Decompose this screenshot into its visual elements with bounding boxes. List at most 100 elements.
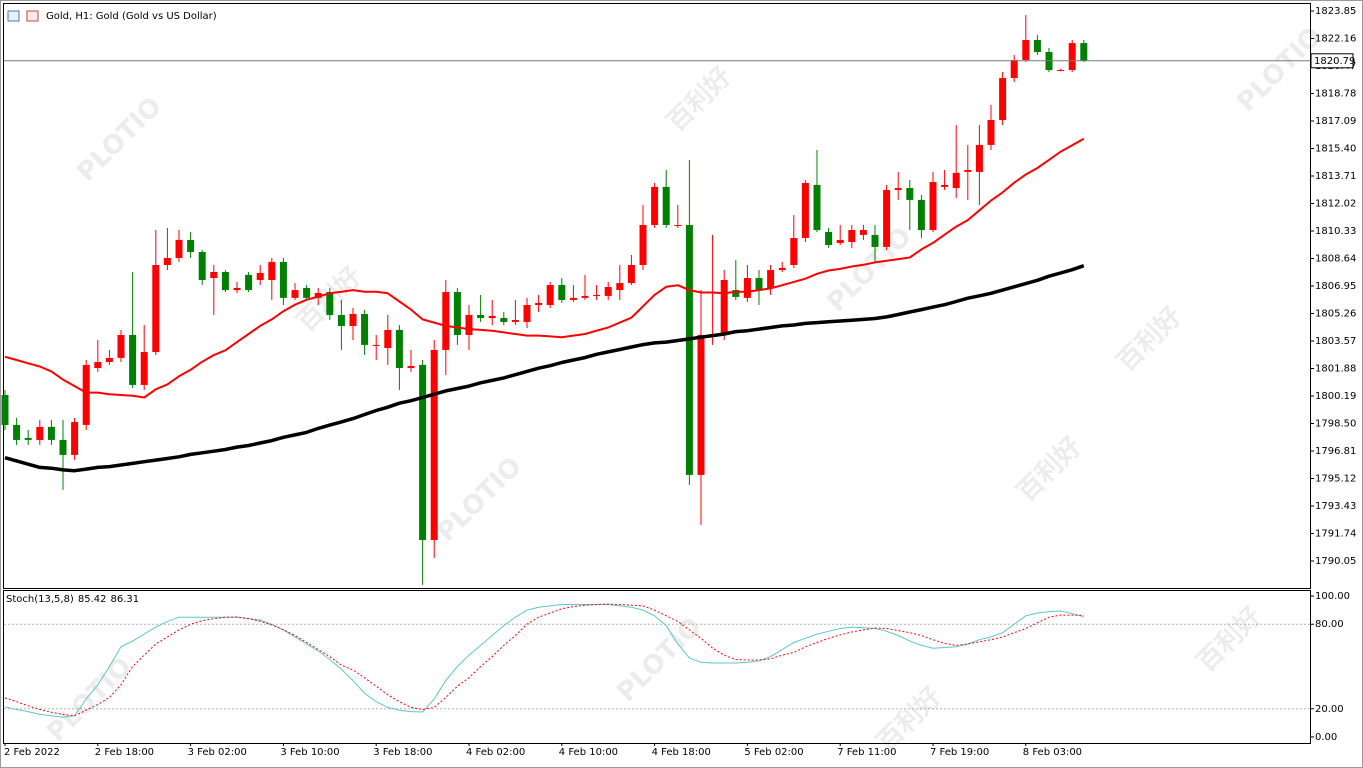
y-tick-label: 1808.64 xyxy=(1315,253,1356,264)
candle-body xyxy=(697,334,705,475)
x-tick-label: 4 Feb 18:00 xyxy=(652,747,711,758)
candle-body xyxy=(395,329,403,369)
x-tick-label: 7 Feb 11:00 xyxy=(837,747,896,758)
main-panel xyxy=(3,3,1311,589)
x-tick-label: 5 Feb 02:00 xyxy=(744,747,803,758)
candle-body xyxy=(662,186,670,225)
candle-body xyxy=(175,239,183,259)
candle-body xyxy=(105,357,113,362)
candle-body xyxy=(71,422,79,455)
candle-body xyxy=(117,334,125,358)
candle-body xyxy=(941,184,949,187)
x-tick-label: 3 Feb 02:00 xyxy=(188,747,247,758)
x-tick-label: 3 Feb 18:00 xyxy=(373,747,432,758)
candle-body xyxy=(361,313,369,345)
chart-title: Gold, H1: Gold (Gold vs US Dollar) xyxy=(46,11,217,22)
moving-average xyxy=(4,264,1085,473)
candle-body xyxy=(221,271,229,291)
y-tick-label: 1817.09 xyxy=(1315,116,1356,127)
y-tick-label: 1813.71 xyxy=(1315,171,1356,182)
candle-body xyxy=(419,364,427,540)
candle-body xyxy=(546,285,554,306)
moving-average xyxy=(4,137,1085,399)
y-tick-label: 1818.78 xyxy=(1315,88,1356,99)
y-tick-label: 1800.19 xyxy=(1315,391,1356,402)
candle-body xyxy=(836,239,844,244)
y-tick-label: 0.00 xyxy=(1315,732,1337,743)
stoch-line xyxy=(4,604,1084,718)
candle-body xyxy=(500,318,508,322)
candle-body xyxy=(163,258,171,266)
y-tick-label: 1806.95 xyxy=(1315,281,1356,292)
y-tick-label: 100.00 xyxy=(1315,591,1350,602)
candle-body xyxy=(558,285,566,300)
candle-body xyxy=(1080,43,1088,61)
y-tick-label: 1801.88 xyxy=(1315,363,1356,374)
candle-body xyxy=(152,265,160,353)
y-tick-label: 1790.05 xyxy=(1315,556,1356,567)
y-tick-label: 1822.16 xyxy=(1315,33,1356,44)
y-tick-label: 1798.50 xyxy=(1315,418,1356,429)
candle-body xyxy=(187,239,195,252)
candle-body xyxy=(952,172,960,189)
candle-body xyxy=(303,287,311,298)
candle-body xyxy=(917,199,925,231)
x-tick-label: 7 Feb 19:00 xyxy=(930,747,989,758)
y-tick-label: 1805.26 xyxy=(1315,308,1356,319)
candle-body xyxy=(674,224,682,226)
indicator-label-part: 85.42 xyxy=(78,594,107,605)
candle-body xyxy=(36,426,44,440)
candle-body xyxy=(430,349,438,540)
candle-body xyxy=(279,261,287,298)
y-tick-label: 1810.33 xyxy=(1315,226,1356,237)
stoch-line xyxy=(4,603,1084,717)
x-tick-label: 2 Feb 2022 xyxy=(4,747,60,758)
candle-body xyxy=(453,292,461,335)
candle-body xyxy=(477,314,485,319)
candle-body xyxy=(964,169,972,172)
candle-body xyxy=(82,364,90,425)
candle-body xyxy=(685,224,693,475)
x-tick-label: 2 Feb 18:00 xyxy=(95,747,154,758)
x-tick-label: 4 Feb 02:00 xyxy=(466,747,525,758)
indicator-label-part: Stoch(13,5,8) xyxy=(6,594,74,605)
candle-body xyxy=(1057,70,1065,72)
candle-body xyxy=(210,271,218,279)
candle-body xyxy=(198,251,206,280)
candle-body xyxy=(245,274,253,291)
candle-body xyxy=(1010,59,1018,79)
indicator-label-part: 86.31 xyxy=(110,594,139,605)
candle-body xyxy=(1033,39,1041,53)
candle-body xyxy=(825,231,833,245)
candle-body xyxy=(906,188,914,200)
candle-body xyxy=(581,295,589,298)
x-tick-label: 8 Feb 03:00 xyxy=(1023,747,1082,758)
candle-body xyxy=(859,230,867,235)
candle-body xyxy=(894,188,902,190)
candle-body xyxy=(1,395,9,425)
candle-body xyxy=(314,292,322,298)
y-tick-label: 1791.74 xyxy=(1315,528,1356,539)
candle-body xyxy=(407,366,415,369)
candle-body xyxy=(59,439,67,455)
candle-body xyxy=(233,287,241,291)
candle-body xyxy=(639,224,647,266)
y-tick-label: 1793.43 xyxy=(1315,501,1356,512)
y-tick-label: 1815.40 xyxy=(1315,143,1356,154)
candle-body xyxy=(268,261,276,280)
x-tick-label: 4 Feb 10:00 xyxy=(559,747,618,758)
candle-body xyxy=(511,320,519,322)
y-tick-label: 1823.85 xyxy=(1315,6,1356,17)
candle-body xyxy=(778,267,786,271)
symbol-icons xyxy=(7,10,39,22)
y-tick-label: 1795.12 xyxy=(1315,473,1356,484)
candle-body xyxy=(651,186,659,225)
candle-body xyxy=(535,302,543,306)
price-box-label: 1820.79 xyxy=(1314,56,1355,67)
stoch-panel xyxy=(3,590,1311,744)
candle-body xyxy=(1022,39,1030,60)
candle-body xyxy=(569,297,577,300)
